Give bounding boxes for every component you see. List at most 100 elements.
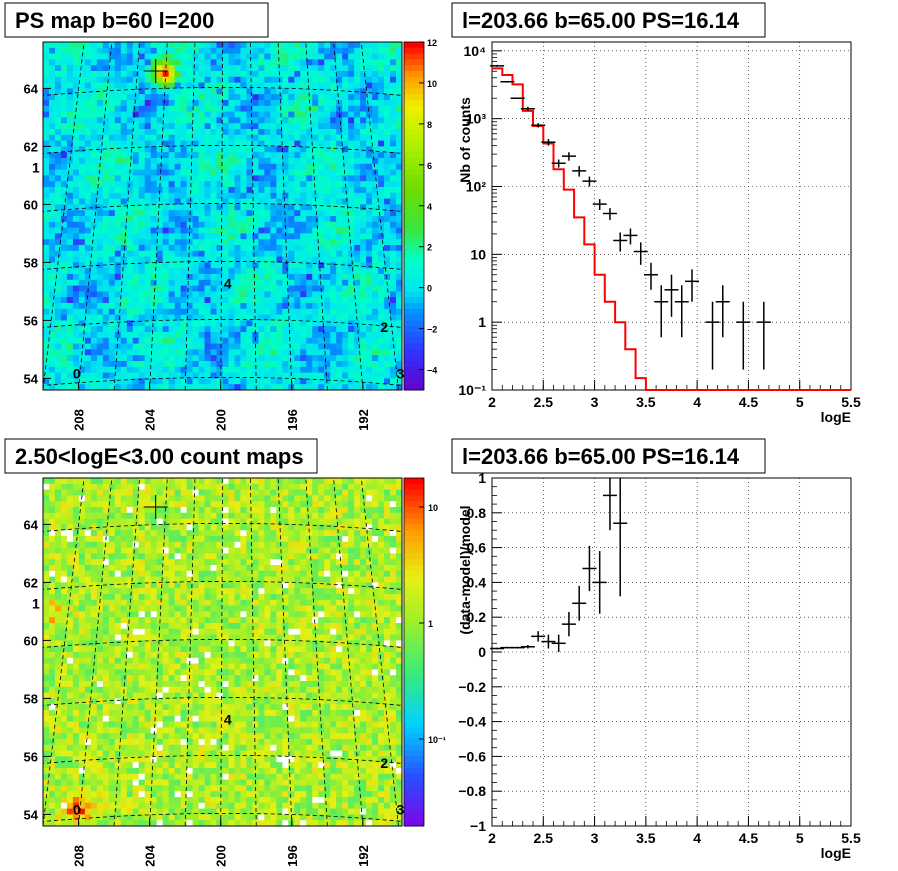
ps-scale-label: −2 xyxy=(427,325,437,335)
ps-scale-label: 8 xyxy=(427,120,432,130)
y-tick-label: 10 xyxy=(470,246,486,262)
y-tick-label: −0.4 xyxy=(458,714,486,730)
x-tick-label: 3 xyxy=(591,830,599,846)
meridian-line xyxy=(149,42,168,390)
parallel-line xyxy=(43,203,402,212)
lat-tick-label: 56 xyxy=(24,313,38,328)
y-tick-label: −1 xyxy=(470,818,486,834)
y-axis-label: Nb of counts xyxy=(457,97,473,183)
meridian-line xyxy=(333,478,364,826)
count-colorbar xyxy=(403,477,425,827)
count-scale-label: 1 xyxy=(428,619,433,629)
meridian-line xyxy=(43,478,85,826)
y-tick-label: 0.8 xyxy=(467,505,487,521)
meridian-line xyxy=(360,42,399,390)
meridian-line xyxy=(250,478,257,826)
lat-tick-label: 58 xyxy=(24,255,38,270)
source-label-0: 0 xyxy=(73,365,81,381)
source-label-2: 2 xyxy=(380,755,388,771)
meridian-line xyxy=(184,42,196,390)
source-label-0: 0 xyxy=(73,801,81,817)
x-tick-label: 3 xyxy=(591,394,599,410)
lon-tick-label: 204 xyxy=(143,408,158,430)
meridian-line xyxy=(78,478,113,826)
x-tick-label: 3.5 xyxy=(636,830,656,846)
x-tick-label: 2.5 xyxy=(534,830,554,846)
y-tick-label: 10³ xyxy=(466,111,487,127)
lat-tick-label: 60 xyxy=(24,633,38,648)
lon-tick-label: 196 xyxy=(285,409,300,431)
parallel-line xyxy=(43,145,402,154)
ps-scale-label: 4 xyxy=(427,202,432,212)
ps-scale-label: −4 xyxy=(427,366,437,376)
title-residuals: l=203.66 b=65.00 PS=16.14 xyxy=(462,444,740,469)
meridian-line xyxy=(220,42,224,390)
meridian-line xyxy=(360,478,399,826)
y-tick-label: 0.2 xyxy=(467,609,487,625)
x-tick-label: 2 xyxy=(488,394,496,410)
x-tick-label: 5.5 xyxy=(841,830,861,846)
parallel-line xyxy=(43,697,402,706)
source-label-1: 1 xyxy=(32,160,40,176)
title-counts-spectrum: l=203.66 b=65.00 PS=16.14 xyxy=(462,8,740,33)
lat-tick-label: 60 xyxy=(24,197,38,212)
source-label-3: 3 xyxy=(396,801,404,817)
map-frame xyxy=(42,477,403,827)
meridian-line xyxy=(78,42,113,390)
lat-tick-label: 54 xyxy=(24,807,39,822)
lat-tick-label: 64 xyxy=(24,517,39,532)
x-axis-label: logE xyxy=(821,409,851,425)
x-tick-label: 5.5 xyxy=(841,394,861,410)
x-tick-label: 5 xyxy=(796,394,804,410)
plot-frame xyxy=(491,477,852,827)
ps-scale-label: 6 xyxy=(427,161,432,171)
parallel-line xyxy=(43,639,402,648)
lon-tick-label: 192 xyxy=(356,409,371,431)
x-tick-label: 2.5 xyxy=(534,394,554,410)
y-tick-label: 0 xyxy=(478,644,486,660)
y-tick-label: −0.8 xyxy=(458,783,486,799)
y-tick-label: 10⁴ xyxy=(464,43,487,59)
model-step-line xyxy=(492,67,851,391)
meridian-line xyxy=(220,478,224,826)
parallel-line xyxy=(43,87,402,96)
meridian-line xyxy=(184,478,196,826)
ps-colorbar xyxy=(403,41,425,391)
parallel-line xyxy=(43,261,402,270)
map-frame xyxy=(42,41,403,391)
lat-tick-label: 64 xyxy=(24,81,39,96)
meridian-line xyxy=(305,42,328,390)
title-ps-map-box xyxy=(4,2,269,38)
lat-tick-label: 56 xyxy=(24,749,38,764)
x-axis-label: logE xyxy=(821,845,851,861)
source-label-1: 1 xyxy=(32,596,40,612)
plot-residuals: −1 −0.8 −0.6 −0.4 −0.2 0 0.2 0.4 0.6 0.8 1 2 2.5 3 3.5… xyxy=(457,470,861,861)
ps-map xyxy=(42,41,403,391)
title-ps-map: PS map b=60 l=200 xyxy=(15,8,214,33)
lon-tick-label: 192 xyxy=(356,845,371,867)
title-count-map-box xyxy=(4,438,318,474)
x-tick-label: 4.5 xyxy=(739,830,759,846)
ps-scale-label: 12 xyxy=(427,38,437,48)
meridian-line xyxy=(149,478,168,826)
x-tick-label: 4 xyxy=(693,394,701,410)
count-map xyxy=(42,477,403,827)
lon-tick-label: 208 xyxy=(72,845,87,867)
y-tick-label: 0.6 xyxy=(467,540,487,556)
y-tick-label: 1 xyxy=(478,314,486,330)
source-label-4: 4 xyxy=(224,276,232,292)
ps-scale-label: 10 xyxy=(427,79,437,89)
lat-tick-label: 62 xyxy=(24,575,38,590)
meridian-line xyxy=(333,42,364,390)
plot-frame xyxy=(491,41,852,391)
y-tick-label: 1 xyxy=(478,470,486,486)
meridian-line xyxy=(277,42,293,390)
parallel-line xyxy=(43,581,402,590)
count-scale-label: 10⁻¹ xyxy=(428,735,446,745)
y-tick-label: 0.4 xyxy=(467,574,487,590)
x-tick-label: 5 xyxy=(796,830,804,846)
x-tick-label: 3.5 xyxy=(636,394,656,410)
parallel-line xyxy=(43,523,402,532)
source-label-4: 4 xyxy=(224,712,232,728)
